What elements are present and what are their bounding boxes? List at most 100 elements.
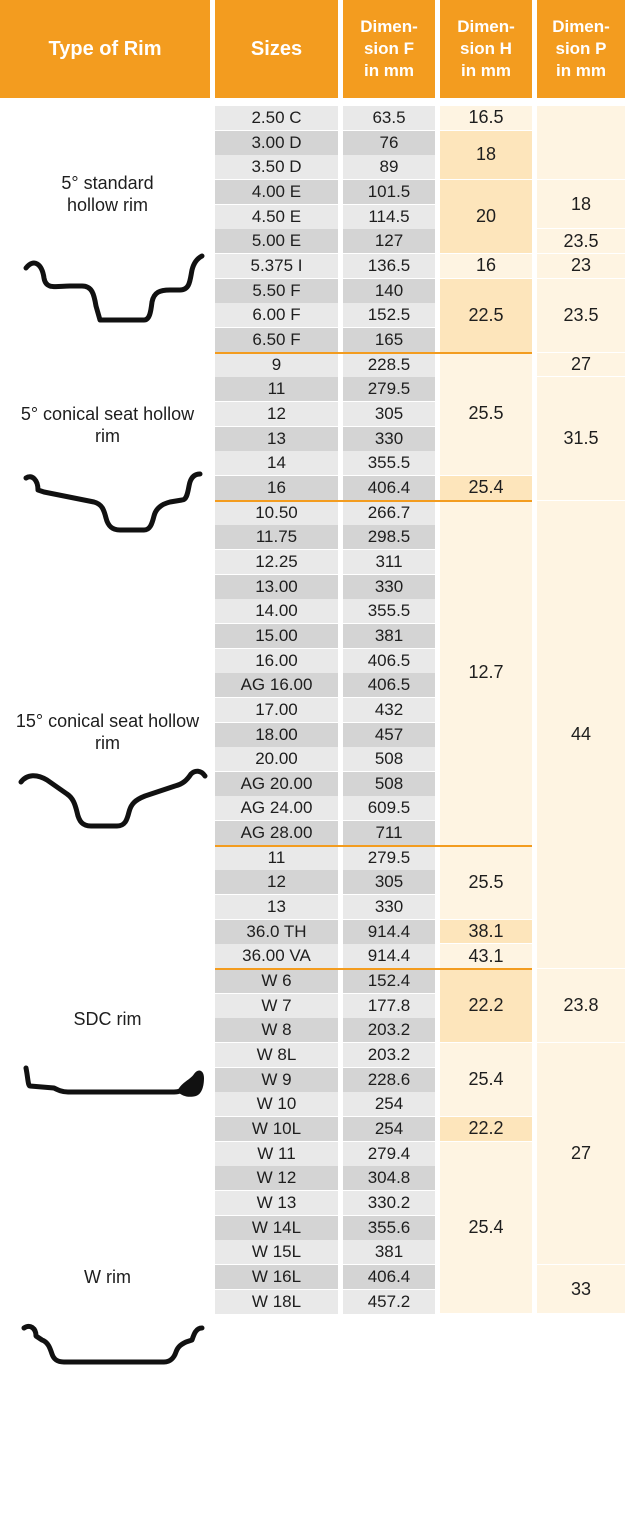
size-cell: 5.375 I bbox=[215, 253, 338, 278]
size-cell: 36.0 TH bbox=[215, 919, 338, 944]
size-cell: 9 bbox=[215, 352, 338, 377]
dimension-f-cell: 279.5 bbox=[343, 845, 435, 870]
dimension-h-cell: 25.4 bbox=[440, 1141, 532, 1314]
size-cell: AG 20.00 bbox=[215, 771, 338, 796]
dimension-p-cell: 23.5 bbox=[537, 278, 625, 352]
dimension-p-cell: 23.5 bbox=[537, 229, 625, 253]
dimension-f-cell: 279.5 bbox=[343, 377, 435, 402]
dimension-h-cell: 25.4 bbox=[440, 1043, 532, 1117]
dimension-f-cell: 381 bbox=[343, 1240, 435, 1265]
dimension-f-cell: 355.5 bbox=[343, 599, 435, 624]
size-cell: 18.00 bbox=[215, 722, 338, 747]
group-separator-line bbox=[215, 844, 532, 847]
dimension-f-cell: 76 bbox=[343, 130, 435, 155]
size-cell: W 7 bbox=[215, 993, 338, 1018]
dimension-f-cell: 355.6 bbox=[343, 1215, 435, 1240]
group-separator-line bbox=[215, 968, 532, 971]
dimension-f-cell: 311 bbox=[343, 549, 435, 574]
dimension-h-cell: 22.2 bbox=[440, 1117, 532, 1141]
dimension-h-cell: 12.7 bbox=[440, 500, 532, 845]
size-cell: 36.00 VA bbox=[215, 944, 338, 969]
dimension-f-cell: 406.4 bbox=[343, 1265, 435, 1290]
dimension-f-cell: 457.2 bbox=[343, 1289, 435, 1314]
size-cell: W 14L bbox=[215, 1215, 338, 1240]
dimension-f-cell: 165 bbox=[343, 327, 435, 352]
dimension-f-cell: 914.4 bbox=[343, 944, 435, 969]
dimension-f-cell: 101.5 bbox=[343, 179, 435, 204]
dimension-h-cell: 25.5 bbox=[440, 352, 532, 475]
size-cell: 11.75 bbox=[215, 525, 338, 550]
size-cell: W 10 bbox=[215, 1092, 338, 1117]
dimension-h-cell: 43.1 bbox=[440, 944, 532, 969]
size-cell: 13.00 bbox=[215, 574, 338, 599]
dimension-p-cell: 27 bbox=[537, 352, 625, 377]
dimension-p-cell: 27 bbox=[537, 1043, 625, 1265]
size-cell: 16.00 bbox=[215, 648, 338, 673]
size-cell: 13 bbox=[215, 895, 338, 920]
dimension-h-cell: 38.1 bbox=[440, 919, 532, 944]
size-cell: W 15L bbox=[215, 1240, 338, 1265]
rim-type-label-sdc: SDC rim bbox=[73, 1009, 142, 1029]
dimension-p-cell: 31.5 bbox=[537, 377, 625, 500]
size-cell: W 16L bbox=[215, 1265, 338, 1290]
dimension-f-cell: 914.4 bbox=[343, 919, 435, 944]
dimension-h-cell: 25.4 bbox=[440, 475, 532, 500]
dimension-f-cell: 330 bbox=[343, 426, 435, 451]
dimension-f-cell: 254 bbox=[343, 1092, 435, 1117]
size-cell: 20.00 bbox=[215, 747, 338, 772]
size-cell: 3.50 D bbox=[215, 155, 338, 180]
dimension-f-cell: 127 bbox=[343, 229, 435, 254]
dimension-f-cell: 381 bbox=[343, 623, 435, 648]
rim-type-label-15-conical: 15° conical seat hollow rim bbox=[15, 711, 200, 753]
dimension-p-cell: 33 bbox=[537, 1265, 625, 1314]
dimension-f-cell: 177.8 bbox=[343, 993, 435, 1018]
size-cell: 11 bbox=[215, 845, 338, 870]
size-cell: 2.50 C bbox=[215, 106, 338, 130]
size-cell: 6.00 F bbox=[215, 303, 338, 328]
dimension-f-cell: 114.5 bbox=[343, 204, 435, 229]
dimension-f-cell: 330 bbox=[343, 895, 435, 920]
header-sizes: Sizes bbox=[215, 0, 338, 98]
dimension-h-cell: 16.5 bbox=[440, 106, 532, 130]
size-cell: AG 16.00 bbox=[215, 673, 338, 698]
dimension-f-cell: 152.4 bbox=[343, 969, 435, 994]
size-cell: 17.00 bbox=[215, 697, 338, 722]
size-cell: W 18L bbox=[215, 1289, 338, 1314]
dimension-f-cell: 304.8 bbox=[343, 1166, 435, 1191]
dimension-f-cell: 508 bbox=[343, 771, 435, 796]
rim-type-label-5-conical: 5° conical seat hollow rim bbox=[20, 404, 195, 446]
size-cell: W 9 bbox=[215, 1067, 338, 1092]
dimension-f-cell: 89 bbox=[343, 155, 435, 180]
dimension-f-cell: 355.5 bbox=[343, 451, 435, 476]
size-cell: 12.25 bbox=[215, 549, 338, 574]
size-cell: W 8L bbox=[215, 1043, 338, 1068]
size-cell: W 10L bbox=[215, 1117, 338, 1142]
size-cell: 10.50 bbox=[215, 500, 338, 525]
dimension-f-cell: 152.5 bbox=[343, 303, 435, 328]
size-cell: 5.00 E bbox=[215, 229, 338, 254]
dimension-h-cell: 20 bbox=[440, 179, 532, 253]
dimension-p-cell bbox=[537, 106, 625, 179]
dimension-f-cell: 330.2 bbox=[343, 1191, 435, 1216]
dimension-p-cell: 18 bbox=[537, 179, 625, 229]
size-cell: 4.00 E bbox=[215, 179, 338, 204]
dimension-f-cell: 254 bbox=[343, 1117, 435, 1142]
dimension-f-cell: 136.5 bbox=[343, 253, 435, 278]
dimension-f-cell: 457 bbox=[343, 722, 435, 747]
size-cell: 6.50 F bbox=[215, 327, 338, 352]
dimension-h-cell: 16 bbox=[440, 253, 532, 278]
size-cell: 15.00 bbox=[215, 623, 338, 648]
rim-profile-15-conical bbox=[18, 768, 208, 829]
dimension-f-cell: 266.7 bbox=[343, 500, 435, 525]
size-cell: 5.50 F bbox=[215, 278, 338, 303]
dimension-f-cell: 140 bbox=[343, 278, 435, 303]
size-cell: AG 28.00 bbox=[215, 821, 338, 846]
dimension-f-cell: 508 bbox=[343, 747, 435, 772]
dimension-f-cell: 406.5 bbox=[343, 648, 435, 673]
dimension-f-cell: 63.5 bbox=[343, 106, 435, 130]
dimension-f-cell: 228.5 bbox=[343, 352, 435, 377]
dimension-f-cell: 298.5 bbox=[343, 525, 435, 550]
